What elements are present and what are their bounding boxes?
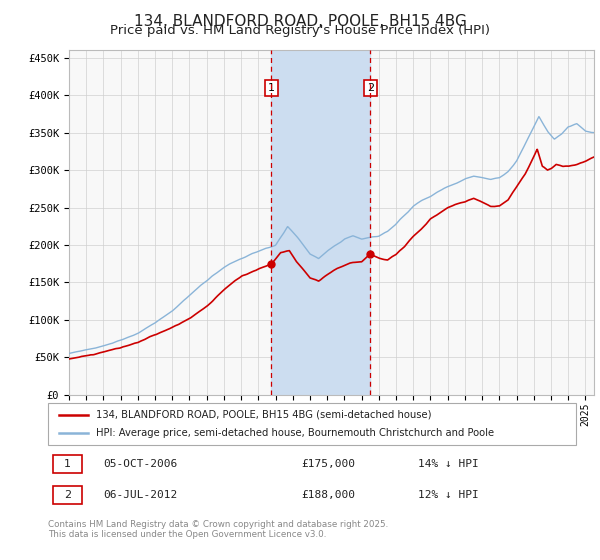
Text: Price paid vs. HM Land Registry's House Price Index (HPI): Price paid vs. HM Land Registry's House …: [110, 24, 490, 37]
Bar: [53, 455, 82, 473]
Text: Contains HM Land Registry data © Crown copyright and database right 2025.
This d: Contains HM Land Registry data © Crown c…: [48, 520, 388, 539]
Text: 2: 2: [367, 83, 374, 93]
Text: 06-JUL-2012: 06-JUL-2012: [103, 490, 178, 500]
Text: 1: 1: [268, 83, 275, 93]
Text: 1: 1: [64, 459, 71, 469]
Bar: [271, 50, 370, 395]
Bar: [53, 486, 82, 504]
Text: 134, BLANDFORD ROAD, POOLE, BH15 4BG (semi-detached house): 134, BLANDFORD ROAD, POOLE, BH15 4BG (se…: [95, 410, 431, 420]
Text: 12% ↓ HPI: 12% ↓ HPI: [418, 490, 478, 500]
Text: £188,000: £188,000: [301, 490, 355, 500]
Text: 05-OCT-2006: 05-OCT-2006: [103, 459, 178, 469]
Text: £175,000: £175,000: [301, 459, 355, 469]
Text: 2: 2: [64, 490, 71, 500]
Text: HPI: Average price, semi-detached house, Bournemouth Christchurch and Poole: HPI: Average price, semi-detached house,…: [95, 428, 494, 438]
Text: 14% ↓ HPI: 14% ↓ HPI: [418, 459, 478, 469]
Text: 134, BLANDFORD ROAD, POOLE, BH15 4BG: 134, BLANDFORD ROAD, POOLE, BH15 4BG: [134, 14, 466, 29]
